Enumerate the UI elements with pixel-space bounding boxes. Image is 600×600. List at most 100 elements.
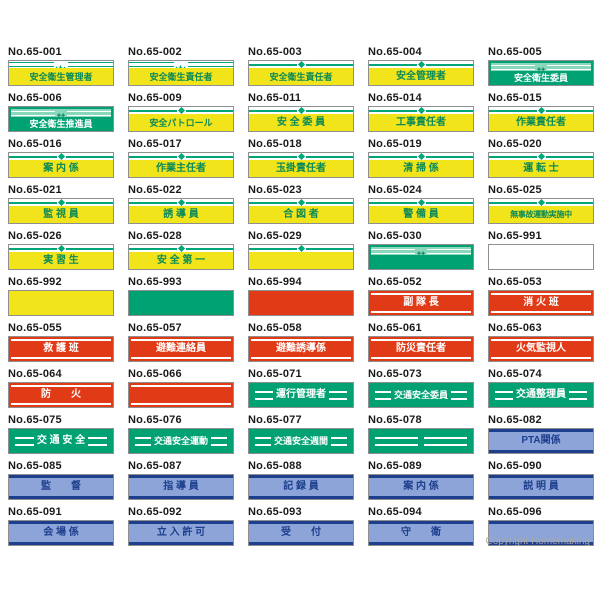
armband: 監 視 員 bbox=[8, 198, 114, 224]
armband-label: 受 付 bbox=[281, 527, 321, 538]
item-number: No.65-093 bbox=[248, 506, 302, 518]
armband: 安全衛生責任者 bbox=[248, 60, 354, 86]
armband-label: 交通整理員 bbox=[516, 389, 566, 400]
armband: 記 録 員 bbox=[248, 474, 354, 500]
armband: 作業主任者 bbox=[128, 152, 234, 178]
catalog-item: No.65-020 運 転 士 bbox=[488, 138, 594, 178]
armband bbox=[248, 244, 354, 270]
catalog-item: No.65-014 工事責任者 bbox=[368, 92, 474, 132]
catalog-item: No.65-096 bbox=[488, 506, 594, 546]
item-number: No.65-061 bbox=[368, 322, 422, 334]
diamond-icon bbox=[297, 106, 305, 115]
diamond-icon bbox=[297, 198, 305, 207]
white-double-line bbox=[451, 390, 468, 400]
header-line bbox=[185, 247, 233, 250]
armband: 受 付 bbox=[248, 520, 354, 546]
armband-header-stripe bbox=[9, 198, 113, 207]
catalog-item: No.65-091 会 場 係 bbox=[8, 506, 114, 546]
armband-label: 安 全 委 員 bbox=[276, 116, 326, 128]
catalog-item: No.65-030 bbox=[368, 230, 474, 270]
item-number: No.65-006 bbox=[8, 92, 62, 104]
catalog-item: No.65-003 安全衛生責任者 bbox=[248, 46, 354, 86]
catalog-item: No.65-052 副 隊 長 bbox=[368, 276, 474, 316]
armband: 清 掃 係 bbox=[368, 152, 474, 178]
item-number: No.65-021 bbox=[8, 184, 62, 196]
armband-label: 工事責任者 bbox=[396, 116, 446, 128]
white-double-line bbox=[495, 390, 513, 400]
catalog-item: No.65-073 交通安全委員 bbox=[368, 368, 474, 408]
armband: 監 督 bbox=[8, 474, 114, 500]
item-number: No.65-088 bbox=[248, 460, 302, 472]
catalog-item: No.65-093 受 付 bbox=[248, 506, 354, 546]
catalog-item: No.65-025 無事故運動実施中 bbox=[488, 184, 594, 224]
armband-label: 安 全 第 一 bbox=[156, 254, 206, 266]
header-line bbox=[425, 201, 473, 204]
header-line bbox=[369, 63, 417, 66]
header-line bbox=[249, 247, 297, 250]
catalog-item: No.65-004 安全管理者 bbox=[368, 46, 474, 86]
armband: 合 図 者 bbox=[248, 198, 354, 224]
item-number: No.65-071 bbox=[248, 368, 302, 380]
armband-header-stripe bbox=[129, 244, 233, 253]
catalog-item: No.65-055 救 護 班 bbox=[8, 322, 114, 362]
header-line bbox=[545, 201, 593, 204]
header-line bbox=[305, 155, 353, 158]
diamond-icon bbox=[57, 198, 65, 207]
catalog-item: No.65-029 bbox=[248, 230, 354, 270]
armband: 案 内 係 bbox=[368, 474, 474, 500]
item-number: No.65-058 bbox=[248, 322, 302, 334]
armband bbox=[248, 290, 354, 316]
armband-header-stripe bbox=[249, 198, 353, 207]
header-line bbox=[371, 248, 415, 254]
diamond-icon bbox=[537, 106, 545, 115]
catalog-item: No.65-992 bbox=[8, 276, 114, 316]
armband-label: 合 図 者 bbox=[283, 208, 319, 220]
armband: 交通安全委員 bbox=[368, 382, 474, 408]
diamond-icon bbox=[177, 244, 185, 253]
armband bbox=[128, 382, 234, 408]
header-line bbox=[425, 109, 473, 112]
armband-label: 立 入 許 可 bbox=[156, 527, 206, 538]
item-number: No.65-022 bbox=[128, 184, 182, 196]
header-line bbox=[67, 110, 112, 116]
header-line bbox=[9, 201, 57, 204]
header-line bbox=[305, 63, 353, 66]
item-number: No.65-991 bbox=[488, 230, 542, 242]
item-number: No.65-014 bbox=[368, 92, 422, 104]
item-number: No.65-028 bbox=[128, 230, 182, 242]
armband-label: 指 導 員 bbox=[163, 481, 199, 492]
catalog-item: No.65-024 警 備 員 bbox=[368, 184, 474, 224]
header-line bbox=[9, 247, 57, 250]
catalog-item: No.65-076 交通安全運動 bbox=[128, 414, 234, 454]
diamond-icon bbox=[177, 152, 185, 161]
armband: 警 備 員 bbox=[368, 198, 474, 224]
armband-label: 作業責任者 bbox=[516, 116, 566, 128]
armband-label: 運行管理者 bbox=[276, 389, 326, 400]
item-number: No.65-030 bbox=[368, 230, 422, 242]
item-number: No.65-016 bbox=[8, 138, 62, 150]
header-line bbox=[9, 62, 54, 67]
catalog-item: No.65-057 避難連絡員 bbox=[128, 322, 234, 362]
armband: 実 習 生 bbox=[8, 244, 114, 270]
catalog-item: No.65-078 bbox=[368, 414, 474, 454]
item-number: No.65-993 bbox=[128, 276, 182, 288]
header-line bbox=[249, 63, 297, 66]
armband-label: 案 内 係 bbox=[43, 162, 79, 174]
diamond-icon bbox=[177, 106, 185, 115]
white-double-line bbox=[375, 390, 391, 400]
catalog-item: No.65-001 安全衛生管理者 bbox=[8, 46, 114, 86]
item-number: No.65-076 bbox=[128, 414, 182, 426]
item-number: No.65-003 bbox=[248, 46, 302, 58]
armband-label: 安全パトロール bbox=[149, 117, 213, 128]
item-number: No.65-052 bbox=[368, 276, 422, 288]
armband-label: 避難誘導係 bbox=[276, 343, 326, 354]
armband-header-stripe bbox=[249, 106, 353, 115]
item-number: No.65-091 bbox=[8, 506, 62, 518]
armband-label: 無事故運動実施中 bbox=[510, 209, 572, 219]
armband-label: 消 火 班 bbox=[523, 297, 559, 308]
header-line bbox=[68, 62, 114, 67]
item-number: No.65-026 bbox=[8, 230, 62, 242]
armband-label: 案 内 係 bbox=[403, 481, 439, 492]
catalog-item: No.65-016 案 内 係 bbox=[8, 138, 114, 178]
armband: 交通安全週間 bbox=[248, 428, 354, 454]
